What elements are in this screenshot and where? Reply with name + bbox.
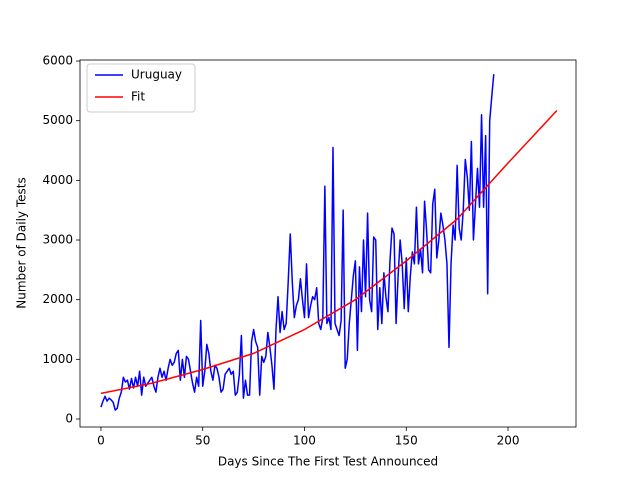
y-axis-label: Number of Daily Tests xyxy=(15,177,29,308)
x-tick-label: 100 xyxy=(293,434,316,448)
y-tick-label: 0 xyxy=(65,412,73,426)
axes-frame xyxy=(79,59,577,428)
x-tick-label: 150 xyxy=(395,434,418,448)
x-tick-label: 200 xyxy=(497,434,520,448)
series-line xyxy=(100,110,558,395)
x-axis-label: Days Since The First Test Announced xyxy=(218,455,438,469)
legend-box xyxy=(86,63,196,113)
legend-label: Fit xyxy=(131,90,145,104)
y-tick-label: 6000 xyxy=(42,54,73,68)
y-tick-label: 4000 xyxy=(42,173,73,187)
series-line xyxy=(100,74,495,411)
legend-label: Uruguay xyxy=(131,68,182,82)
y-tick-label: 1000 xyxy=(42,352,73,366)
x-tick-label: 50 xyxy=(195,434,210,448)
y-tick-label: 2000 xyxy=(42,292,73,306)
x-tick-label: 0 xyxy=(97,434,105,448)
y-tick-label: 5000 xyxy=(42,113,73,127)
y-tick-label: 3000 xyxy=(42,233,73,247)
